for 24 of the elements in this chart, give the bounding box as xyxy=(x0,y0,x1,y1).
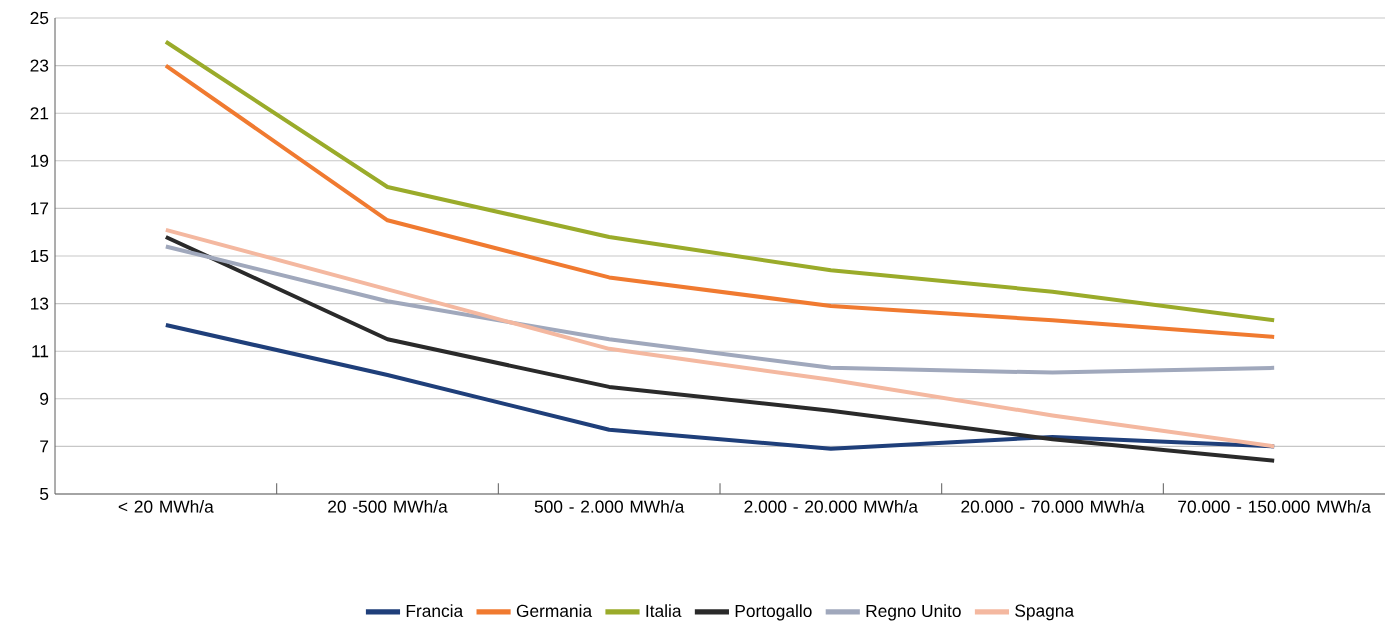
x-tick-label: 20 -500 MWh/a xyxy=(328,500,448,513)
y-tick-label: 19 xyxy=(31,154,49,167)
x-tick-label: < 20 MWh/a xyxy=(118,500,214,513)
y-tick-label: 25 xyxy=(30,11,49,25)
x-tick-label: 70.000 - 150.000 MWh/a xyxy=(1178,500,1371,513)
y-tick-label: 17 xyxy=(31,202,49,215)
y-tick-label: 11 xyxy=(32,345,49,358)
legend-label: Italia xyxy=(646,604,682,618)
y-tick-label: 21 xyxy=(30,107,49,120)
y-tick-label: 15 xyxy=(31,249,49,263)
x-tick-label: 500 - 2.000 MWh/a xyxy=(534,500,685,513)
x-tick-label: 20.000 - 70.000 MWh/a xyxy=(961,500,1145,513)
legend-label: Regno Unito xyxy=(866,604,961,621)
legend-label: Germania xyxy=(516,604,593,618)
y-tick-label: 9 xyxy=(40,392,49,405)
legend-label: Portogallo xyxy=(735,604,812,621)
y-tick-label: 7 xyxy=(40,440,49,453)
y-tick-label: 23 xyxy=(30,59,49,72)
line-series xyxy=(163,244,1277,375)
legend-label: Spagna xyxy=(1015,604,1075,621)
y-tick-label: 13 xyxy=(31,297,49,310)
x-tick-label: 2.000 - 20.000 MWh/a xyxy=(744,500,918,513)
y-tick-label: 5 xyxy=(40,487,49,501)
legend-label: Francia xyxy=(406,604,464,618)
